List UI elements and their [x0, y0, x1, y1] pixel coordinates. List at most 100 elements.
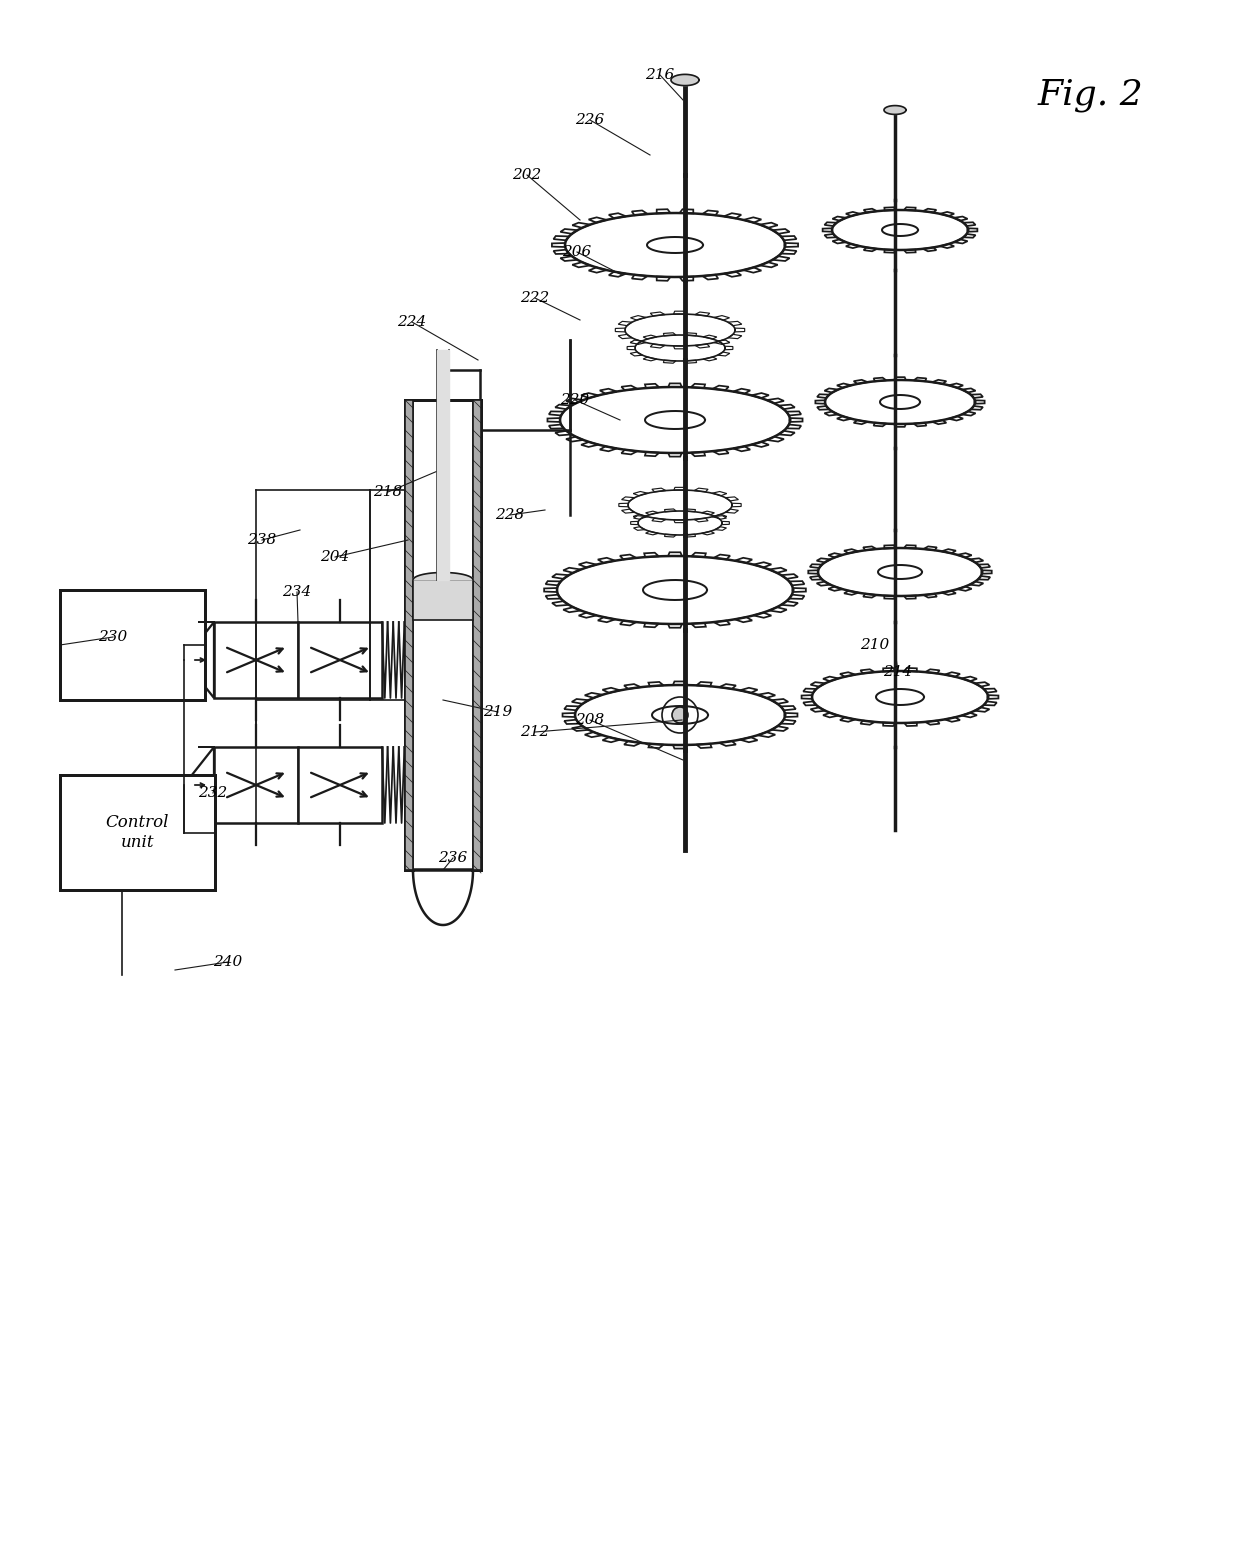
Polygon shape [861, 669, 875, 674]
Polygon shape [673, 745, 687, 748]
Text: 206: 206 [563, 244, 591, 258]
Polygon shape [961, 713, 977, 717]
Polygon shape [728, 322, 742, 325]
Polygon shape [828, 554, 843, 557]
Polygon shape [839, 717, 856, 722]
Polygon shape [828, 587, 843, 591]
Polygon shape [863, 209, 877, 213]
Text: 204: 204 [320, 549, 350, 563]
Polygon shape [663, 333, 676, 336]
Polygon shape [630, 316, 646, 321]
Polygon shape [684, 359, 697, 363]
Polygon shape [553, 249, 569, 254]
Polygon shape [609, 213, 626, 218]
Polygon shape [644, 622, 658, 627]
Polygon shape [734, 557, 753, 563]
Polygon shape [884, 207, 897, 210]
Polygon shape [785, 713, 797, 717]
Polygon shape [825, 233, 837, 238]
Polygon shape [789, 580, 805, 585]
Polygon shape [894, 377, 906, 380]
Polygon shape [552, 601, 569, 605]
Polygon shape [743, 268, 761, 272]
Polygon shape [556, 405, 572, 409]
Polygon shape [694, 489, 708, 492]
Polygon shape [585, 692, 603, 699]
Polygon shape [844, 591, 858, 594]
Polygon shape [697, 682, 712, 686]
Polygon shape [817, 406, 830, 409]
Text: 210: 210 [861, 638, 889, 652]
Polygon shape [923, 247, 936, 251]
Polygon shape [961, 677, 977, 682]
Polygon shape [609, 272, 626, 277]
Polygon shape [884, 596, 897, 599]
Text: 219: 219 [484, 705, 512, 719]
Polygon shape [560, 257, 578, 261]
Polygon shape [904, 722, 916, 727]
Polygon shape [810, 576, 822, 580]
Polygon shape [949, 383, 963, 387]
Polygon shape [808, 569, 818, 574]
Polygon shape [949, 417, 963, 420]
Polygon shape [603, 738, 620, 742]
Polygon shape [769, 607, 787, 612]
Text: 208: 208 [575, 713, 605, 727]
Polygon shape [884, 106, 906, 115]
Polygon shape [743, 218, 761, 223]
Polygon shape [665, 509, 676, 512]
Polygon shape [760, 223, 777, 227]
Polygon shape [816, 400, 826, 403]
Polygon shape [844, 549, 858, 554]
Polygon shape [811, 682, 826, 686]
Polygon shape [645, 384, 660, 387]
Polygon shape [719, 685, 737, 689]
Polygon shape [649, 682, 663, 686]
Text: 228: 228 [495, 507, 525, 521]
Polygon shape [565, 437, 583, 442]
Polygon shape [914, 378, 926, 381]
Polygon shape [790, 419, 802, 422]
Polygon shape [883, 722, 895, 727]
Polygon shape [619, 335, 632, 339]
Polygon shape [712, 492, 727, 496]
Polygon shape [668, 552, 682, 555]
Polygon shape [673, 682, 687, 685]
Polygon shape [644, 356, 657, 361]
Polygon shape [760, 261, 777, 268]
Polygon shape [733, 389, 750, 394]
Polygon shape [624, 685, 641, 689]
Polygon shape [598, 557, 615, 563]
Polygon shape [563, 568, 580, 573]
Polygon shape [962, 389, 976, 392]
Text: 222: 222 [521, 291, 549, 305]
Polygon shape [544, 588, 557, 591]
Polygon shape [572, 699, 589, 703]
Polygon shape [668, 383, 682, 387]
Polygon shape [702, 275, 718, 280]
Polygon shape [549, 425, 564, 428]
Polygon shape [945, 717, 960, 722]
Polygon shape [680, 209, 693, 213]
Polygon shape [694, 313, 709, 316]
Polygon shape [560, 229, 578, 233]
Polygon shape [634, 527, 645, 531]
Polygon shape [822, 229, 832, 232]
Polygon shape [722, 521, 729, 524]
Polygon shape [846, 212, 861, 216]
Polygon shape [904, 668, 916, 672]
Polygon shape [632, 210, 647, 215]
Polygon shape [825, 411, 838, 415]
Polygon shape [644, 335, 657, 339]
Polygon shape [683, 534, 696, 537]
Text: Fig. 2: Fig. 2 [1037, 78, 1143, 112]
Polygon shape [619, 322, 632, 325]
Polygon shape [703, 335, 717, 339]
Polygon shape [714, 554, 730, 560]
Text: 238: 238 [247, 534, 277, 548]
Polygon shape [598, 618, 615, 622]
Polygon shape [817, 559, 831, 562]
Polygon shape [552, 574, 569, 579]
Polygon shape [563, 607, 580, 612]
Polygon shape [780, 720, 796, 724]
